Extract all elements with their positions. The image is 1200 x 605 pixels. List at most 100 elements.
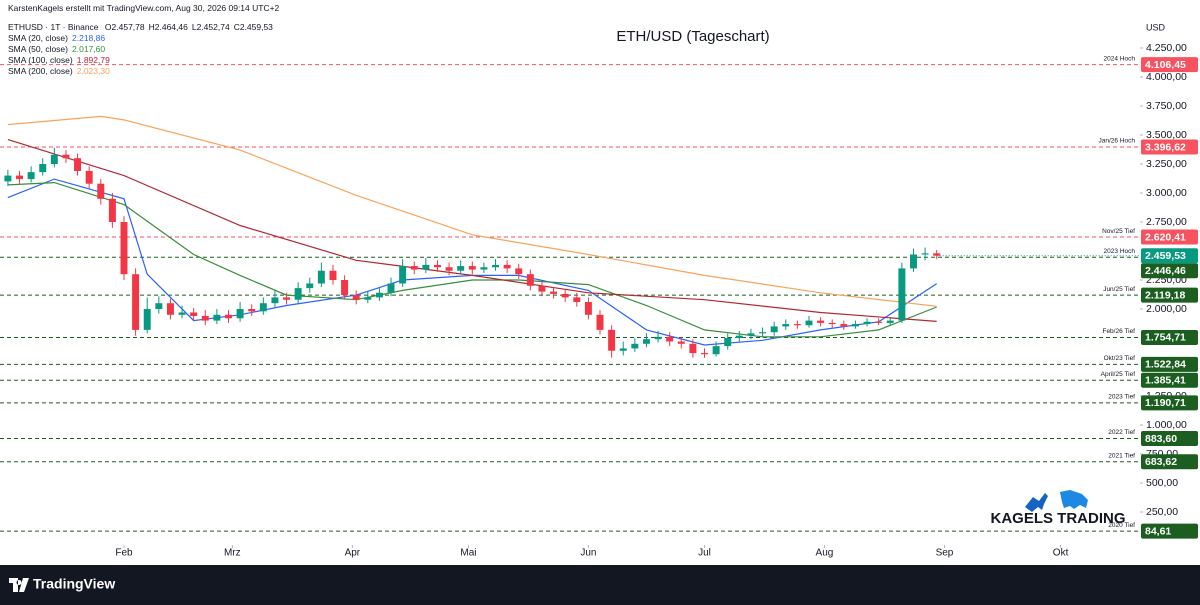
candle-body bbox=[236, 308, 244, 319]
sma-value: 2.017,60 bbox=[72, 44, 106, 54]
candle-body bbox=[410, 266, 418, 270]
ohlc: O2.457,78 H2.464,46 L2.452,74 C2.459,53 bbox=[101, 22, 273, 32]
candle-body bbox=[352, 295, 360, 300]
candle-body bbox=[677, 341, 685, 344]
level-price-label: 1.190,71 bbox=[1145, 397, 1186, 409]
ohlc-value: H2.464,46 bbox=[148, 22, 188, 32]
candle-body bbox=[155, 303, 163, 309]
level-price-label: 2.119,18 bbox=[1145, 289, 1185, 301]
x-tick-label: Feb bbox=[115, 548, 133, 559]
candle-body bbox=[793, 324, 801, 326]
sma-value: 1.892,79 bbox=[76, 55, 110, 65]
candle-body bbox=[16, 175, 23, 180]
credit: KarstenKagels erstellt mit TradingView.c… bbox=[8, 3, 280, 13]
bull-icon bbox=[1025, 493, 1048, 512]
candle-body bbox=[573, 297, 581, 303]
legend: KarstenKagels erstellt mit TradingView.c… bbox=[8, 3, 279, 77]
candle-body bbox=[468, 266, 476, 270]
candle-body bbox=[875, 321, 883, 323]
candle-body bbox=[445, 267, 453, 271]
level-price-box bbox=[1141, 523, 1198, 539]
candle-body bbox=[4, 175, 12, 182]
level-price-label: 84,61 bbox=[1145, 525, 1171, 537]
candle-body bbox=[259, 303, 267, 312]
chart-title: ETH/USD (Tageschart) bbox=[616, 28, 769, 45]
candle-body bbox=[27, 172, 35, 180]
candle-body bbox=[294, 288, 302, 300]
candle-body bbox=[143, 308, 151, 330]
level-price-box bbox=[1141, 356, 1198, 372]
levels: 2024 Hoch Jan/26 Hoch Nov/25 Tief 2023 Hoch… bbox=[0, 55, 1140, 532]
sma-name: SMA (100, close) bbox=[8, 55, 73, 65]
level-price-label: 1.522,84 bbox=[1145, 359, 1186, 371]
ohlc-value: L2.452,74 bbox=[191, 22, 230, 32]
last-price-label: 2.459,53 bbox=[1145, 250, 1186, 262]
level-price-label: 4.106,45 bbox=[1145, 59, 1186, 71]
sma-value: 2.218,86 bbox=[72, 33, 106, 43]
level-price-label: 683,62 bbox=[1145, 456, 1177, 468]
candle-body bbox=[817, 320, 825, 323]
candle-body bbox=[770, 326, 778, 333]
candle-body bbox=[283, 297, 291, 300]
level-name: April/25 Tief bbox=[1101, 371, 1136, 378]
x-tick-label: Apr bbox=[345, 548, 361, 559]
candle-body bbox=[735, 335, 743, 338]
ohlc-value: C2.459,53 bbox=[233, 22, 273, 32]
watermark: KAGELS TRADING bbox=[991, 490, 1126, 527]
candle-body bbox=[840, 324, 848, 327]
candle-body bbox=[608, 329, 616, 351]
x-tick-label: Mai bbox=[460, 548, 476, 559]
candle-body bbox=[492, 264, 500, 268]
candle-body bbox=[132, 274, 140, 330]
candle-body bbox=[85, 170, 93, 184]
candle-body bbox=[190, 312, 198, 316]
footer bbox=[0, 565, 1200, 605]
candle-body bbox=[526, 274, 534, 286]
y-tick-label: 3.000,00 bbox=[1146, 187, 1187, 199]
candle-body bbox=[828, 322, 836, 325]
sma-name: SMA (50, close) bbox=[8, 44, 68, 54]
candle-body bbox=[50, 154, 58, 164]
candle-body bbox=[433, 264, 441, 268]
candle-body bbox=[538, 285, 546, 292]
y-tick-label: 2.750,00 bbox=[1146, 216, 1187, 228]
candle-body bbox=[271, 297, 279, 304]
candle-body bbox=[689, 343, 697, 354]
x-tick-label: Mrz bbox=[224, 548, 241, 559]
level-name: 2024 Hoch bbox=[1104, 55, 1136, 62]
y-tick-label: 4.000,00 bbox=[1146, 71, 1187, 83]
candle-body bbox=[178, 312, 186, 315]
level-name: Feb/26 Tief bbox=[1102, 328, 1135, 335]
candle-body bbox=[724, 337, 732, 347]
symbol: ETHUSD · 1T · Binance bbox=[8, 22, 99, 32]
candle-body bbox=[619, 348, 627, 351]
sma-legend-row: SMA (20, close) 2.218,86 bbox=[8, 33, 279, 44]
y-tick-label: 4.250,00 bbox=[1146, 42, 1187, 54]
candle-body bbox=[712, 346, 720, 355]
candle-body bbox=[642, 339, 650, 344]
candle-body bbox=[561, 293, 569, 298]
x-tick-label: Jul bbox=[698, 548, 711, 559]
level-name: 2023 Hoch bbox=[1104, 248, 1136, 255]
candle-body bbox=[62, 154, 70, 159]
level-price-label: 2.620,41 bbox=[1145, 231, 1186, 243]
candle-body bbox=[387, 283, 395, 293]
y-tick-label: 3.250,00 bbox=[1146, 158, 1187, 170]
candle-body bbox=[503, 264, 511, 269]
candle-body bbox=[654, 336, 662, 340]
candle-body bbox=[886, 320, 894, 323]
level-name: Jan/26 Hoch bbox=[1099, 138, 1136, 145]
price-axis: 4.250,00 4.000,00 3.750,00 3.500,00 3.250,00… bbox=[115, 42, 1198, 559]
candle-body bbox=[306, 283, 314, 289]
candle-body bbox=[550, 291, 558, 294]
y-tick-label: 2.000,00 bbox=[1146, 303, 1187, 315]
sma-line bbox=[7, 115, 937, 307]
candle-body bbox=[584, 302, 592, 315]
ohlc-value: O2.457,78 bbox=[104, 22, 145, 32]
x-tick-label: Sep bbox=[936, 548, 954, 559]
sma-legend-row: SMA (50, close) 2.017,60 bbox=[8, 44, 279, 55]
candle-body bbox=[759, 332, 767, 334]
candle-body bbox=[422, 264, 430, 270]
candle-body bbox=[166, 303, 174, 315]
